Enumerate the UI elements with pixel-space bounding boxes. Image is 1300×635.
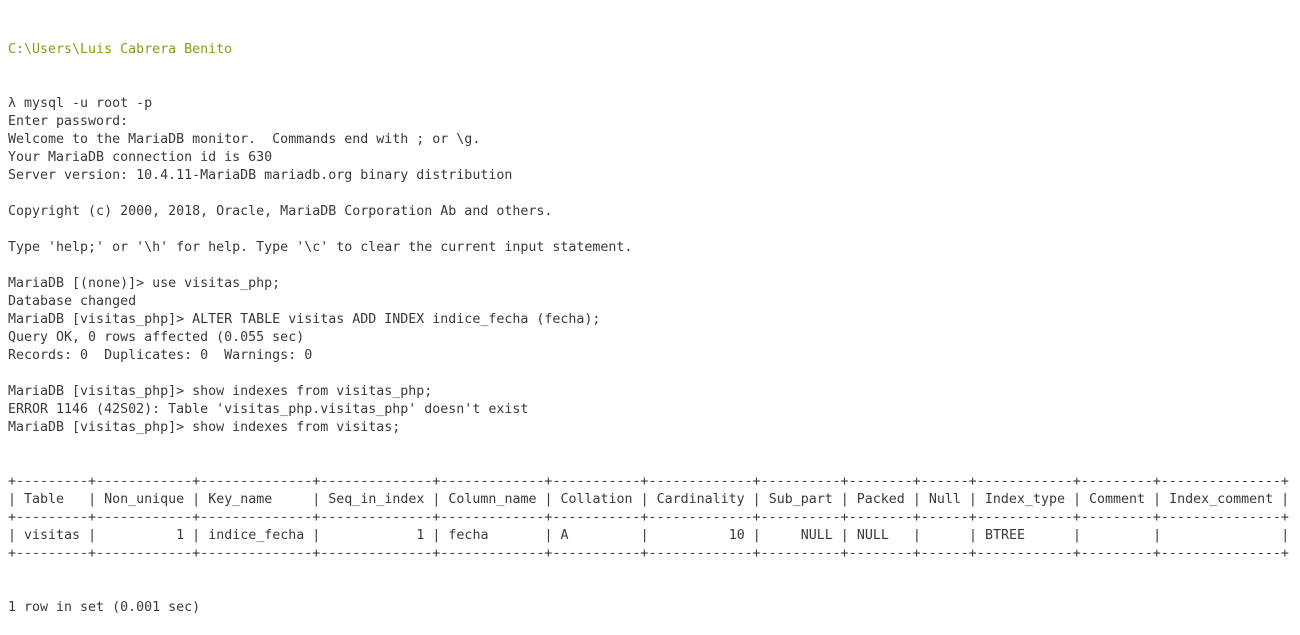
terminal-line: ERROR 1146 (42S02): Table 'visitas_php.v… — [8, 402, 529, 417]
result-table: +---------+------------+--------------+-… — [8, 473, 1289, 563]
terminal-line: Enter password: — [8, 114, 129, 129]
column-header: Table — [24, 492, 65, 507]
terminal-line: Database changed — [8, 294, 137, 309]
terminal-output: λ mysql -u root -p Enter password: Welcome… — [8, 95, 1289, 437]
table-cell: 1 — [176, 528, 185, 543]
column-header: Seq_in_index — [328, 492, 425, 507]
table-cell: visitas — [24, 528, 81, 543]
terminal-line — [8, 257, 1289, 275]
result-footer: 1 row in set (0.001 sec) — [8, 600, 201, 615]
table-border: +---------+------------+--------------+-… — [8, 510, 1289, 525]
terminal-line: Welcome to the MariaDB monitor. Commands… — [8, 132, 481, 147]
terminal-window[interactable]: C:\Users\Luis Cabrera Benito λ mysql -u … — [8, 5, 1289, 635]
prompt-path: C:\Users\Luis Cabrera Benito — [8, 42, 233, 57]
terminal-line: Records: 0 Duplicates: 0 Warnings: 0 — [8, 348, 313, 363]
table-cell: indice_fecha — [208, 528, 305, 543]
table-row: | visitas | 1 | indice_fecha | 1 | fecha… — [8, 528, 1290, 543]
terminal-line — [8, 221, 1289, 239]
terminal-line: Query OK, 0 rows affected (0.055 sec) — [8, 330, 305, 345]
terminal-line — [8, 365, 1289, 383]
column-header: Key_name — [208, 492, 273, 507]
column-header: Packed — [856, 492, 905, 507]
terminal-line: Copyright (c) 2000, 2018, Oracle, MariaD… — [8, 204, 553, 219]
column-header: Null — [928, 492, 961, 507]
terminal-line: Server version: 10.4.11-MariaDB mariadb.… — [8, 168, 513, 183]
terminal-line: λ mysql -u root -p — [8, 96, 153, 111]
column-header: Comment — [1089, 492, 1146, 507]
column-header: Index_comment — [1169, 492, 1274, 507]
terminal-line: Your MariaDB connection id is 630 — [8, 150, 273, 165]
terminal-line — [8, 185, 1289, 203]
table-cell: BTREE — [984, 528, 1025, 543]
terminal-line: MariaDB [(none)]> use visitas_php; — [8, 276, 281, 291]
table-cell: NULL — [800, 528, 833, 543]
terminal-line: MariaDB [visitas_php]> ALTER TABLE visit… — [8, 312, 601, 327]
table-cell: 1 — [416, 528, 425, 543]
table-cell: 10 — [728, 528, 745, 543]
table-border: +---------+------------+--------------+-… — [8, 474, 1289, 489]
column-header: Collation — [560, 492, 633, 507]
column-header: Cardinality — [656, 492, 745, 507]
table-cell: NULL — [856, 528, 889, 543]
column-header: Sub_part — [768, 492, 833, 507]
column-header: Non_unique — [104, 492, 185, 507]
table-header-row: | Table | Non_unique | Key_name | Seq_in… — [8, 492, 1290, 507]
table-border: +---------+------------+--------------+-… — [8, 546, 1289, 561]
column-header: Column_name — [448, 492, 537, 507]
terminal-line: Type 'help;' or '\h' for help. Type '\c'… — [8, 240, 633, 255]
table-cell: A — [560, 528, 569, 543]
terminal-line: MariaDB [visitas_php]> show indexes from… — [8, 384, 433, 399]
terminal-line: MariaDB [visitas_php]> show indexes from… — [8, 420, 401, 435]
column-header: Index_type — [984, 492, 1065, 507]
table-cell: fecha — [448, 528, 489, 543]
